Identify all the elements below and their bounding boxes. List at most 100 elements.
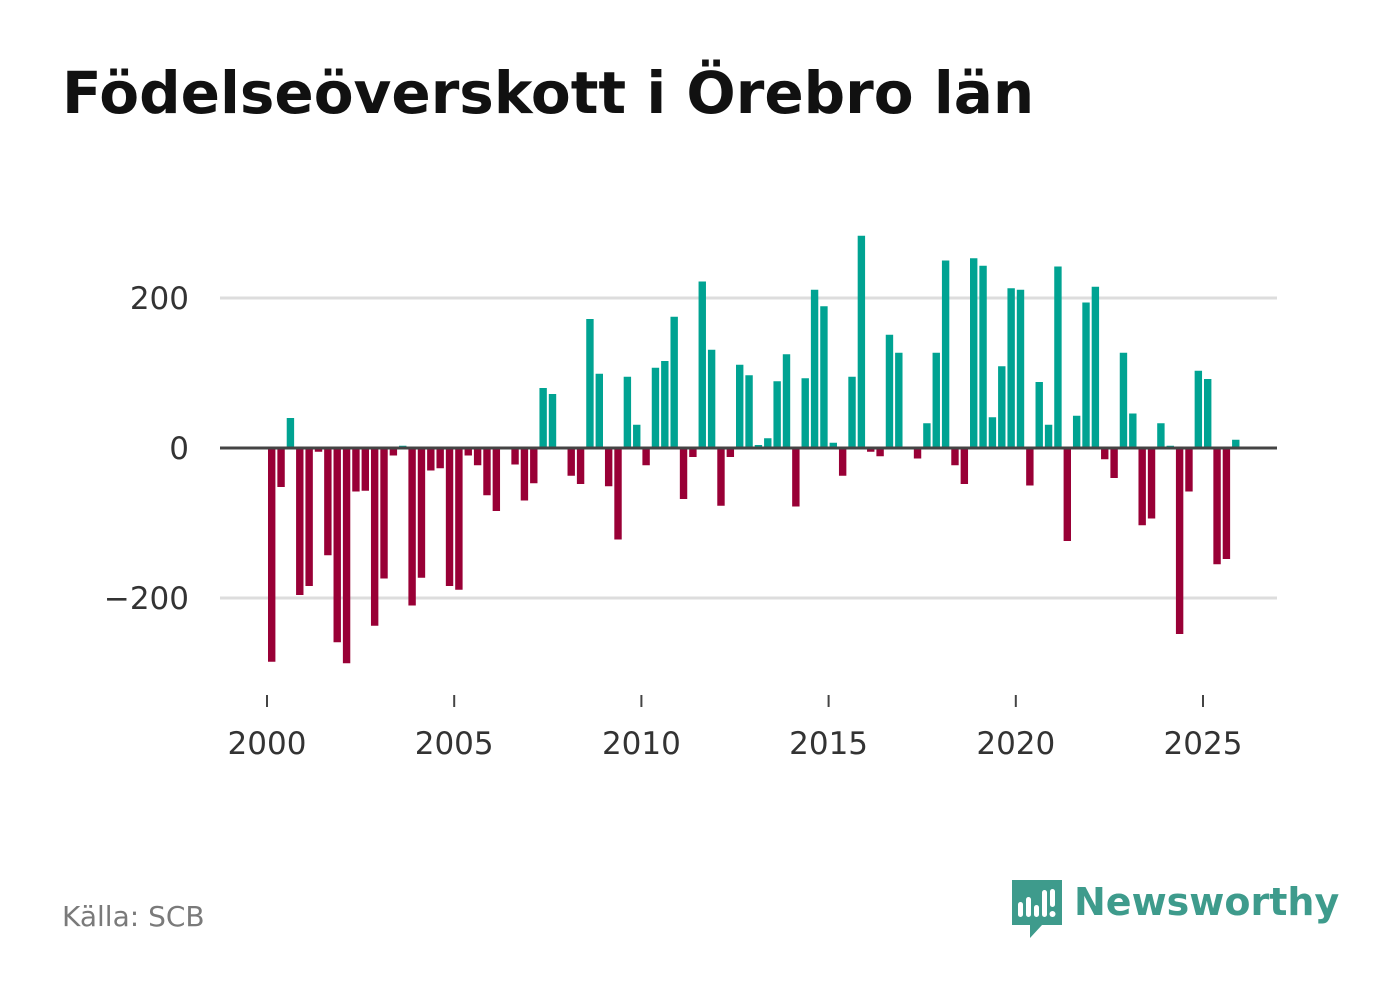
bar	[576, 448, 585, 484]
bar	[1026, 448, 1034, 486]
bar	[801, 378, 809, 448]
bar	[857, 235, 866, 448]
bar	[305, 448, 313, 586]
bar	[651, 367, 660, 448]
x-tick-label: 2020	[976, 726, 1055, 762]
bar	[268, 448, 276, 662]
bar	[1175, 448, 1184, 634]
bar	[1204, 379, 1212, 448]
bar	[1129, 413, 1137, 448]
bar	[1194, 370, 1203, 448]
bar	[1138, 448, 1146, 526]
chart-title: Födelseöverskott i Örebro län	[62, 59, 1035, 127]
bar	[548, 394, 557, 448]
bar	[342, 448, 351, 664]
bar	[539, 388, 547, 448]
bar	[277, 448, 285, 487]
bar	[1222, 448, 1231, 559]
bar	[1054, 266, 1062, 448]
x-tick-label: 2010	[602, 726, 681, 762]
bar	[698, 281, 706, 448]
bar	[389, 448, 398, 456]
bar	[604, 448, 613, 487]
bar	[988, 417, 997, 448]
bar	[792, 448, 800, 507]
bar	[867, 448, 875, 452]
bar	[745, 375, 753, 448]
bar	[707, 349, 716, 448]
bar	[567, 448, 575, 476]
bar	[296, 448, 304, 595]
bar	[1044, 424, 1053, 448]
y-tick-label: −200	[104, 581, 189, 617]
bar	[885, 334, 894, 448]
bar	[829, 442, 837, 448]
bar	[633, 424, 641, 448]
bar	[679, 448, 688, 499]
bar	[661, 361, 669, 448]
bar	[820, 306, 828, 448]
bar	[970, 258, 978, 448]
bar	[464, 448, 472, 456]
bar	[595, 373, 603, 448]
bar	[1016, 289, 1025, 448]
bar	[511, 448, 519, 465]
bar	[951, 448, 959, 466]
bar	[932, 352, 940, 448]
newsworthy-logo-text: Newsworthy	[1074, 880, 1340, 924]
bar	[492, 448, 501, 511]
bar	[1101, 448, 1109, 460]
bar	[483, 448, 491, 496]
x-tick-label: 2005	[415, 726, 494, 762]
bar	[623, 376, 632, 448]
bar	[773, 381, 781, 448]
bar	[530, 448, 538, 484]
bar	[1007, 288, 1015, 448]
bar	[445, 448, 454, 586]
bar	[1035, 382, 1043, 448]
bar	[1091, 286, 1100, 448]
bar	[314, 448, 323, 452]
newsworthy-logo[interactable]: Newsworthy	[1012, 880, 1339, 940]
bar	[838, 448, 847, 476]
bar	[782, 354, 791, 448]
x-tick-label: 2025	[1164, 726, 1243, 762]
bar	[324, 448, 332, 556]
bar	[1072, 415, 1081, 448]
newsworthy-logo-icon	[1012, 880, 1062, 938]
bar	[586, 319, 594, 448]
axes: −200 0 200 2000 2005 2010 2015 2020 2025	[104, 281, 1277, 762]
bar	[689, 448, 697, 457]
y-tick-label: 200	[130, 281, 189, 317]
bar	[895, 352, 903, 448]
bar	[670, 316, 678, 448]
x-tick-label: 2000	[228, 726, 307, 762]
bar	[736, 364, 744, 448]
bar	[436, 448, 444, 469]
bar	[1147, 448, 1156, 519]
bar	[455, 448, 463, 590]
bar	[913, 448, 922, 459]
bar	[417, 448, 426, 578]
bar	[1063, 448, 1071, 541]
bar	[979, 265, 987, 448]
bar	[764, 438, 772, 448]
bar	[923, 423, 931, 448]
bar	[998, 366, 1006, 448]
source-note: Källa: SCB	[62, 900, 205, 933]
bar	[473, 448, 482, 466]
bar	[1213, 448, 1221, 565]
bar	[333, 448, 341, 643]
gridlines	[220, 296, 1277, 600]
bar	[848, 376, 856, 448]
bar	[1185, 448, 1193, 492]
bar	[427, 448, 435, 471]
bar	[717, 448, 725, 506]
y-tick-label: 0	[169, 431, 189, 467]
bar	[1082, 302, 1090, 448]
bars	[268, 235, 1240, 664]
bar	[1110, 448, 1118, 478]
bar	[370, 448, 379, 626]
bar	[520, 448, 529, 501]
